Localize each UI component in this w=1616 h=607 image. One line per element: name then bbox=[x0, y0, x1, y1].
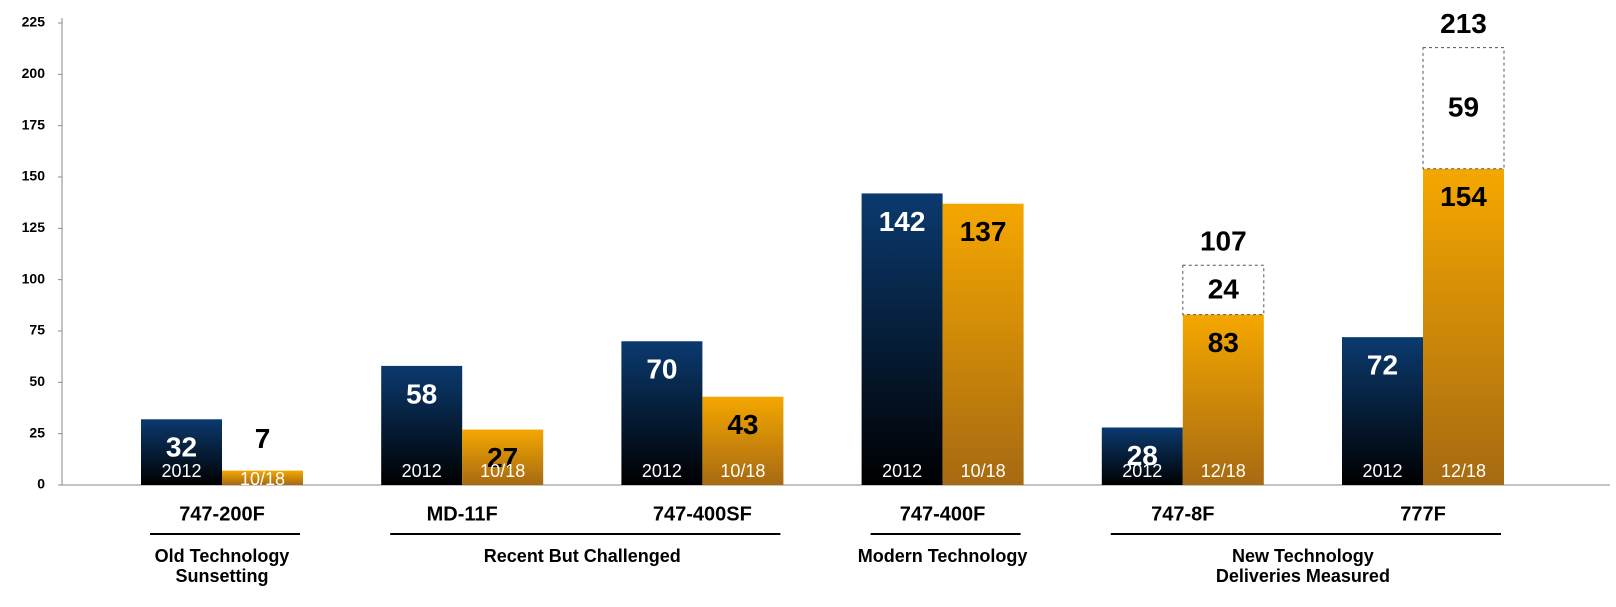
data-label: 137 bbox=[960, 216, 1007, 247]
bar-period-label: 2012 bbox=[642, 461, 682, 481]
bar bbox=[381, 365, 463, 485]
bar-segment bbox=[1422, 47, 1505, 170]
data-label: 28 bbox=[1127, 440, 1158, 471]
bar bbox=[222, 470, 303, 485]
y-tick-label: 200 bbox=[22, 65, 46, 81]
data-label: 59 bbox=[1448, 92, 1479, 123]
bar-period-label: 2012 bbox=[1362, 461, 1402, 481]
bar bbox=[1342, 337, 1423, 485]
y-tick-label: 75 bbox=[29, 322, 45, 338]
group-label: Old Technology Sunsetting bbox=[154, 546, 290, 586]
bar-period-label: 2012 bbox=[402, 461, 442, 481]
bar-period-label: 2012 bbox=[161, 461, 201, 481]
bar bbox=[621, 341, 703, 485]
bar-period-label: 10/18 bbox=[961, 461, 1006, 481]
data-label: 142 bbox=[879, 206, 926, 237]
y-tick-label: 25 bbox=[29, 424, 45, 440]
data-label: 58 bbox=[406, 378, 437, 409]
y-tick-label: 175 bbox=[22, 116, 46, 132]
group-label: Recent But Challenged bbox=[483, 546, 681, 566]
x-tick-label: 747-8F bbox=[1151, 503, 1214, 525]
data-label: 154 bbox=[1440, 181, 1487, 212]
y-tick-label: 125 bbox=[22, 219, 46, 235]
bar bbox=[141, 419, 222, 485]
bar-period-label: 10/18 bbox=[720, 461, 765, 481]
group-label: New Technology Deliveries Measured bbox=[1215, 546, 1390, 586]
data-label: 24 bbox=[1208, 273, 1240, 304]
bar bbox=[942, 203, 1024, 485]
bar-period-label: 12/18 bbox=[1441, 461, 1486, 481]
bar bbox=[861, 193, 943, 485]
x-tick-label: 777F bbox=[1400, 503, 1446, 525]
bar-period-label: 10/18 bbox=[240, 469, 285, 489]
data-label: 72 bbox=[1367, 350, 1398, 381]
bar bbox=[1182, 314, 1264, 485]
data-label: 32 bbox=[166, 432, 197, 463]
bar bbox=[462, 429, 544, 485]
bar-segment bbox=[1182, 264, 1265, 316]
group-label: Modern Technology bbox=[857, 546, 1028, 566]
data-label: 43 bbox=[727, 409, 758, 440]
bar-period-label: 10/18 bbox=[480, 461, 525, 481]
data-label: 7 bbox=[255, 423, 271, 454]
y-tick-label: 150 bbox=[22, 168, 46, 184]
y-tick-label: 0 bbox=[37, 476, 45, 492]
bar bbox=[1423, 168, 1504, 485]
bar-period-label: 2012 bbox=[882, 461, 922, 481]
total-label: 213 bbox=[1440, 8, 1487, 39]
y-tick-label: 100 bbox=[22, 270, 46, 286]
bar bbox=[1101, 427, 1183, 485]
bar-period-label: 2012 bbox=[1122, 461, 1162, 481]
total-label: 107 bbox=[1200, 226, 1247, 257]
x-tick-label: 747-400F bbox=[900, 503, 986, 525]
data-label: 83 bbox=[1208, 327, 1239, 358]
x-tick-label: 747-200F bbox=[179, 503, 265, 525]
x-tick-label: 747-400SF bbox=[653, 503, 752, 525]
bar bbox=[702, 396, 784, 485]
data-label: 27 bbox=[487, 442, 518, 473]
y-tick-label: 50 bbox=[29, 373, 45, 389]
x-tick-label: MD-11F bbox=[427, 503, 498, 525]
y-tick-label: 225 bbox=[22, 14, 46, 30]
data-label: 70 bbox=[646, 354, 677, 385]
bar-period-label: 12/18 bbox=[1201, 461, 1246, 481]
